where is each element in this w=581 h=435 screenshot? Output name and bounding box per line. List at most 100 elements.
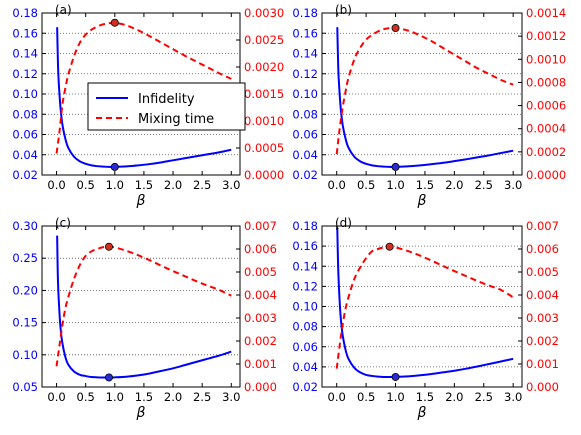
y-right-tick-label: 0.006 [244, 242, 277, 256]
x-tick-label: 2.5 [193, 178, 211, 192]
y-right-tick-label: 0.003 [244, 311, 277, 325]
x-tick-label: 2.5 [193, 390, 211, 404]
y-left-tick-label: 0.12 [292, 67, 318, 81]
x-tick-label: 1.0 [386, 178, 404, 192]
mixing-time-max-marker [391, 24, 400, 33]
y-right-tick-label: 0.0002 [526, 145, 566, 159]
panel-label: (b) [335, 3, 352, 17]
x-tick-label: 2.0 [164, 390, 182, 404]
mixing-time-curve [55, 245, 232, 367]
y-right-tick-label: 0.0004 [526, 122, 566, 136]
chart-panel-2: 0.020.040.060.080.100.120.140.160.180.00… [292, 3, 566, 209]
y-right-tick-label: 0.0005 [244, 141, 284, 155]
panel-label: (a) [55, 3, 72, 17]
infidelity-min-marker [110, 162, 119, 171]
y-left-tick-label: 0.18 [292, 6, 318, 20]
y-left-tick-label: 0.30 [12, 219, 38, 233]
y-left-tick-label: 0.06 [292, 128, 318, 142]
y-left-tick-label: 0.14 [292, 47, 318, 61]
mixing-time-curve [55, 21, 232, 154]
y-left-tick-label: 0.02 [292, 168, 318, 182]
x-tick-label: 1.5 [135, 390, 153, 404]
y-left-tick-label: 0.08 [292, 107, 318, 121]
chart-panel-1: 0.02 0.04 0.06 0.08 0.10 0.12 0.14 0.16 0.18 0.00… [12, 3, 284, 209]
y-left-tick-label: 0.12 [292, 279, 318, 293]
y-left-tick-label: 0.08 [292, 320, 318, 334]
legend: Infidelity Mixing time [87, 82, 246, 131]
x-tick-label: 3.0 [222, 390, 240, 404]
y-left-tick-label: 0.12 [12, 67, 38, 81]
x-tick-label: 1.0 [106, 390, 124, 404]
x-tick-label: 1.5 [416, 390, 434, 404]
y-left-tick-label: 0.08 [12, 107, 38, 121]
y-right-tick-label: 0.000 [526, 380, 559, 394]
chart-panel-3: 0.05 0.10 0.15 0.20 0.25 0.30 0.000 0.001 0.002 0… [12, 216, 277, 421]
x-tick-label: 3.0 [504, 178, 522, 192]
y-left-tick-label: 0.18 [12, 6, 38, 20]
legend-box [87, 82, 246, 131]
y-right-tick-label: 0.005 [244, 265, 277, 279]
y-right-tick-label: 0.0012 [526, 29, 566, 43]
y-left-tick-label: 0.14 [12, 47, 38, 61]
y-left-tick-label: 0.04 [12, 148, 38, 162]
y-left-tick-label: 0.10 [292, 300, 318, 314]
infidelity-curve [56, 235, 232, 379]
y-right-tick-label: 0.002 [244, 334, 277, 348]
y-left-tick-label: 0.02 [292, 380, 318, 394]
x-axis-label: β [417, 193, 427, 209]
y-right-tick-label: 0.001 [526, 357, 559, 371]
legend-mixing-time-label: Mixing time [138, 112, 214, 127]
y-right-tick-label: 0.000 [244, 380, 277, 394]
y-right-tick-label: 0.0010 [244, 114, 284, 128]
y-right-tick-label: 0.0010 [526, 52, 566, 66]
y-right-tick-label: 0.006 [526, 242, 559, 256]
x-tick-label: 1.0 [386, 390, 404, 404]
x-tick-label: 0.5 [357, 178, 375, 192]
y-left-tick-label: 0.06 [12, 128, 38, 142]
mixing-time-max-marker [385, 242, 394, 251]
x-tick-label: 1.0 [106, 178, 124, 192]
y-left-tick-label: 0.06 [292, 340, 318, 354]
mixing-time-curve [335, 245, 514, 369]
x-tick-label: 2.0 [445, 178, 463, 192]
y-right-tick-label: 0.004 [526, 288, 559, 302]
x-tick-label: 2.0 [445, 390, 463, 404]
legend-infidelity-label: Infidelity [138, 92, 195, 107]
y-left-tick-label: 0.16 [292, 239, 318, 253]
y-right-tick-label: 0.0015 [244, 87, 284, 101]
y-left-tick-label: 0.04 [292, 360, 318, 374]
x-tick-label: 0.0 [328, 178, 346, 192]
mixing-time-max-marker [110, 18, 119, 27]
axes-frame [41, 225, 241, 388]
panel-label: (d) [335, 216, 352, 230]
x-tick-label: 0.0 [328, 390, 346, 404]
y-left-tick-label: 0.18 [292, 219, 318, 233]
x-tick-label: 3.0 [504, 390, 522, 404]
y-right-tick-label: 0.0008 [526, 75, 566, 89]
y-left-tick-label: 0.02 [12, 168, 38, 182]
y-left-tick-label: 0.25 [12, 251, 38, 265]
infidelity-min-marker [104, 373, 113, 382]
chart-panel-4: 0.020.040.060.080.100.120.140.160.180.00… [292, 216, 559, 421]
y-left-tick-label: 0.10 [12, 348, 38, 362]
panel-label: (c) [55, 216, 71, 230]
y-right-tick-label: 0.007 [526, 219, 559, 233]
x-axis-label: β [136, 405, 146, 421]
mixing-time-max-marker [104, 242, 113, 251]
x-tick-label: 2.0 [164, 178, 182, 192]
x-tick-label: 0.5 [77, 178, 95, 192]
y-left-tick-label: 0.16 [12, 26, 38, 40]
infidelity-curve [336, 227, 514, 378]
y-left-tick-label: 0.10 [12, 87, 38, 101]
mixing-time-curve [335, 26, 514, 155]
infidelity-min-marker [391, 162, 400, 171]
y-right-tick-label: 0.005 [526, 265, 559, 279]
y-left-tick-label: 0.05 [12, 380, 38, 394]
y-left-tick-label: 0.15 [12, 316, 38, 330]
x-tick-label: 1.5 [416, 178, 434, 192]
x-axis-label: β [136, 193, 146, 209]
x-axis-label: β [417, 405, 427, 421]
x-tick-label: 0.5 [357, 390, 375, 404]
y-right-tick-label: 0.0014 [526, 6, 566, 20]
